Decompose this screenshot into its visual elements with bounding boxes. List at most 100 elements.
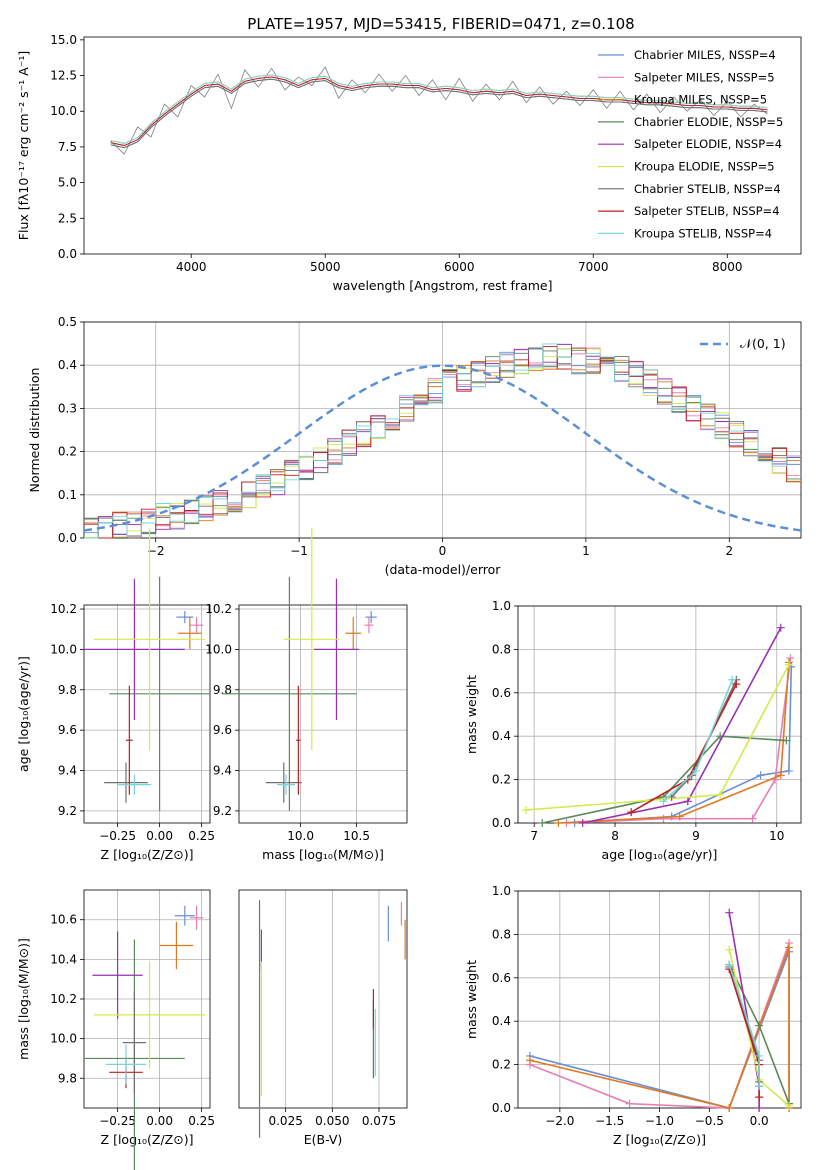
chart-residuals-xtick-label: −1 — [290, 544, 308, 558]
chart-mass-vs-Z-xlabel: Z [log₁₀(Z/Z⊙)] — [101, 1132, 194, 1147]
chart-mass-weight-vs-Z-marker — [725, 945, 734, 954]
chart-residuals-ytick-label: 0.1 — [58, 488, 77, 502]
chart-spectrum-ytick-label: 10.0 — [50, 104, 77, 118]
chart-residuals-xlabel: (data-model)/error — [385, 562, 502, 577]
chart-mass-weight-vs-age-marker — [732, 680, 741, 689]
chart-mass-weight-vs-age-marker — [782, 736, 791, 745]
chart-mass-weight-vs-age-marker — [691, 766, 700, 775]
chart-mass-weight-vs-age-series-line — [558, 662, 790, 824]
chart-mass-weight-vs-Z-marker — [785, 943, 794, 952]
chart-mass-weight-vs-age-marker — [716, 790, 725, 799]
chart-mass-vs-Z-ylabel: mass [log₁₀(M/M⊙)] — [16, 938, 31, 1060]
chart-spectrum-data-line — [110, 66, 768, 155]
chart-mass-weight-vs-Z-ytick-label: 0.8 — [492, 927, 511, 941]
chart-mass-weight-vs-Z-marker — [755, 1093, 764, 1102]
chart-age-vs-mass-xtick-label: 10.0 — [287, 829, 314, 843]
chart-mass-weight-vs-age-xlabel: age [log₁₀(age/yr)] — [602, 847, 718, 862]
chart-mass-weight-vs-Z-ytick-label: 1.0 — [492, 884, 511, 898]
chart-residuals-ytick-label: 0.5 — [58, 315, 77, 329]
chart-mass-weight-vs-Z-marker — [755, 1082, 764, 1091]
chart-residuals-ytick-label: 0.4 — [58, 358, 77, 372]
chart-mass-weight-vs-Z-ytick-label: 0.4 — [492, 1014, 511, 1028]
chart-mass-weight-vs-age-marker — [784, 660, 793, 669]
chart-spectrum-series-line — [110, 74, 768, 144]
chart-mass-vs-Z-xtick-label: 0.25 — [188, 1114, 215, 1128]
chart-spectrum-ytick-label: 12.5 — [50, 69, 77, 83]
chart-age-vs-Z-xtick-label: −0.25 — [99, 829, 136, 843]
chart-mass-vs-EBV-xtick-label: 0.050 — [315, 1114, 349, 1128]
chart-mass-weight-vs-Z-ytick-label: 0.2 — [492, 1058, 511, 1072]
chart-mass-weight-vs-Z-marker — [755, 1051, 764, 1060]
chart-mass-weight-vs-Z-xtick-label: 0.0 — [750, 1114, 769, 1128]
chart-mass-weight-vs-age-marker — [683, 797, 692, 806]
chart-mass-weight-vs-Z-ytick-label: 0.6 — [492, 971, 511, 985]
chart-mass-weight-vs-age-marker — [578, 819, 587, 827]
chart-mass-weight-vs-age-marker — [784, 766, 793, 775]
chart-spectrum-ytick-label: 7.5 — [58, 140, 77, 154]
chart-age-vs-mass-ytick-label: 9.6 — [213, 723, 232, 737]
chart-mass-weight-vs-Z-marker — [625, 1099, 634, 1108]
chart-age-vs-Z-ytick-label: 10.0 — [50, 642, 77, 656]
chart-mass-weight-vs-Z-marker — [725, 1104, 734, 1112]
chart-spectrum-frame — [83, 36, 802, 255]
chart-mass-weight-vs-age-xtick-label: 7 — [530, 829, 538, 843]
chart-mass-vs-EBV-xtick-label: 0.025 — [268, 1114, 302, 1128]
chart-residuals-xtick-label: 2 — [725, 544, 733, 558]
chart-residuals-ytick-label: 0.3 — [58, 401, 77, 415]
chart-age-vs-mass-ytick-label: 10.0 — [205, 642, 232, 656]
chart-spectrum-ytick-label: 0.0 — [58, 247, 77, 261]
chart-residuals-frame — [83, 321, 802, 539]
chart-spectrum-legend-label: Chabrier MILES, NSSP=4 — [634, 48, 776, 62]
chart-age-vs-Z-ytick-label: 9.4 — [58, 764, 77, 778]
chart-mass-vs-Z-ytick-label: 10.0 — [50, 1032, 77, 1046]
chart-spectrum-legend-label: Kroupa ELODIE, NSSP=5 — [634, 160, 775, 174]
chart-mass-weight-vs-Z-xtick-label: −1.5 — [595, 1114, 624, 1128]
chart-age-vs-Z-ytick-label: 10.2 — [50, 602, 77, 616]
chart-age-vs-Z-xtick-label: 0.25 — [188, 829, 215, 843]
chart-residuals-xtick-label: −2 — [147, 544, 165, 558]
chart-spectrum-xtick-label: 6000 — [444, 260, 475, 274]
chart-mass-weight-vs-Z-marker — [525, 1056, 534, 1065]
chart-mass-weight-vs-Z-marker — [725, 908, 734, 917]
chart-mass-weight-vs-age-marker — [728, 675, 737, 684]
chart-mass-weight-vs-age-series-line — [582, 627, 782, 824]
chart-age-vs-mass-ytick-label: 10.2 — [205, 602, 232, 616]
chart-mass-weight-vs-age-frame — [517, 605, 802, 824]
chart-spectrum-ytick-label: 15.0 — [50, 33, 77, 47]
chart-mass-weight-vs-Z-marker — [755, 1021, 764, 1030]
chart-spectrum-ytick-label: 2.5 — [58, 211, 77, 225]
chart-mass-weight-vs-Z-marker — [785, 1101, 794, 1110]
chart-age-vs-Z-ytick-label: 9.2 — [58, 804, 77, 818]
chart-mass-weight-vs-age-marker — [538, 819, 547, 827]
chart-age-vs-Z-ylabel: age [log₁₀(age/yr)] — [16, 656, 31, 772]
chart-spectrum-xtick-label: 4000 — [176, 260, 207, 274]
chart-mass-weight-vs-age-ytick-label: 1.0 — [492, 599, 511, 613]
chart-mass-weight-vs-age-series-line — [574, 666, 793, 824]
figure-title: PLATE=1957, MJD=53415, FIBERID=0471, z=0… — [247, 15, 634, 33]
chart-residuals-histogram — [84, 343, 801, 539]
chart-age-vs-mass-ytick-label: 9.2 — [213, 804, 232, 818]
chart-mass-weight-vs-Z-xlabel: Z [log₁₀(Z/Z⊙)] — [613, 1132, 706, 1147]
chart-mass-vs-Z-ytick-label: 10.2 — [50, 992, 77, 1006]
chart-mass-weight-vs-age-ytick-label: 0.4 — [492, 729, 511, 743]
chart-age-vs-Z-ytick-label: 9.8 — [58, 683, 77, 697]
chart-mass-weight-vs-age-xtick-label: 9 — [692, 829, 700, 843]
chart-age-vs-Z-xtick-label: 0.00 — [146, 829, 173, 843]
chart-age-vs-mass-xtick-label: 10.5 — [343, 829, 370, 843]
chart-residuals-ytick-label: 0.2 — [58, 445, 77, 459]
chart-mass-weight-vs-age-ylabel: mass weight — [464, 675, 479, 754]
chart-mass-weight-vs-age-marker — [522, 805, 531, 814]
chart-spectrum-legend-label: Kroupa STELIB, NSSP=4 — [634, 226, 772, 240]
chart-mass-weight-vs-age-xtick-label: 10 — [769, 829, 784, 843]
chart-mass-weight-vs-age-ytick-label: 0.8 — [492, 642, 511, 656]
chart-mass-weight-vs-age-marker — [776, 771, 785, 780]
chart-mass-weight-vs-age-marker — [627, 808, 636, 817]
chart-residuals-xtick-label: 1 — [582, 544, 590, 558]
chart-mass-weight-vs-age-marker — [786, 654, 795, 663]
chart-spectrum-legend-label: Salpeter STELIB, NSSP=4 — [634, 204, 780, 218]
chart-mass-weight-vs-age-marker — [675, 812, 684, 821]
chart-mass-vs-Z-xtick-label: −0.25 — [99, 1114, 136, 1128]
chart-age-vs-mass-xlabel: mass [log₁₀(M/M⊙)] — [262, 847, 384, 862]
chart-mass-vs-EBV-xtick-label: 0.075 — [362, 1114, 396, 1128]
